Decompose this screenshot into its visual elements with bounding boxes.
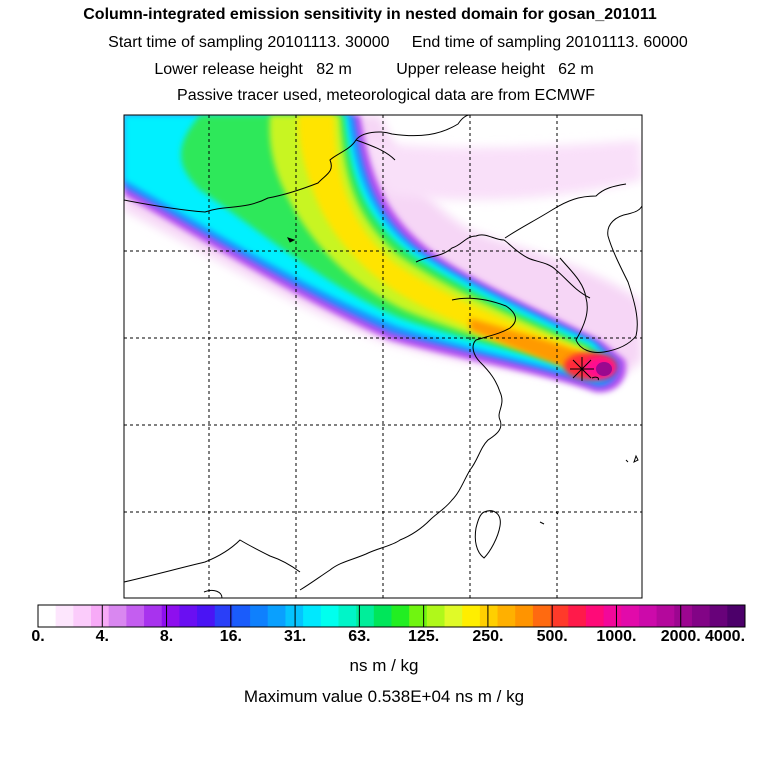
tracer-info-subtitle: Passive tracer used, meteorological data… bbox=[177, 87, 595, 104]
colorbar-tick-label: 0. bbox=[31, 628, 45, 645]
release-height-subtitle: Lower release height 82 m Upper release … bbox=[154, 61, 594, 78]
colorbar-cell bbox=[497, 605, 516, 627]
colorbar-cell bbox=[479, 605, 499, 627]
colorbar-cell bbox=[656, 605, 675, 627]
colorbar-cell bbox=[55, 605, 74, 627]
colorbar-cell bbox=[409, 605, 428, 627]
colorbar-cell bbox=[197, 605, 216, 627]
coastlines bbox=[124, 115, 642, 598]
colorbar-tick-label: 1000. bbox=[596, 628, 637, 645]
colorbar-tick-label: 31. bbox=[283, 628, 307, 645]
colorbar-cell bbox=[709, 605, 728, 627]
receptor-star-marker bbox=[570, 357, 594, 381]
jeju bbox=[591, 376, 599, 381]
colorbar-cell bbox=[674, 605, 693, 627]
colorbar-cell bbox=[285, 605, 304, 627]
colorbar-cell bbox=[515, 605, 534, 627]
colorbar-cell bbox=[585, 605, 605, 627]
colorbar-cell bbox=[38, 605, 57, 627]
colorbar-tick-label: 4. bbox=[95, 628, 109, 645]
colorbar-cell bbox=[161, 605, 180, 627]
colorbar-tick-label: 125. bbox=[408, 628, 440, 645]
colorbar-tick-label: 500. bbox=[536, 628, 568, 645]
colorbar-cell bbox=[267, 605, 286, 627]
border-korea-china bbox=[504, 183, 627, 239]
colorbar-cell bbox=[126, 605, 145, 627]
colorbar-cells bbox=[38, 605, 746, 627]
colorbar-cell bbox=[444, 605, 463, 627]
island-small-2 bbox=[625, 459, 629, 463]
sampling-time-subtitle: Start time of sampling 20101113. 30000 E… bbox=[108, 34, 688, 51]
island-small-3 bbox=[539, 521, 545, 525]
colorbar-frame bbox=[37, 604, 746, 628]
colorbar-cell bbox=[214, 605, 233, 627]
border-northeast bbox=[355, 139, 396, 161]
colorbar-cell bbox=[568, 605, 587, 627]
taiwan bbox=[474, 510, 501, 559]
lake bbox=[287, 237, 296, 243]
colorbar-cell bbox=[144, 605, 163, 627]
colorbar-cell bbox=[338, 605, 357, 627]
island-small-1 bbox=[633, 454, 639, 463]
colorbar-cell bbox=[320, 605, 339, 627]
chart-title: Column-integrated emission sensitivity i… bbox=[83, 6, 657, 23]
colorbar-units: ns m / kg bbox=[349, 656, 419, 675]
colorbar-cell bbox=[691, 605, 711, 627]
colorbar-tick-label: 2000. bbox=[660, 628, 701, 645]
colorbar-cell bbox=[462, 605, 481, 627]
colorbar-dividers bbox=[101, 605, 682, 627]
colorbar-cell bbox=[91, 605, 110, 627]
colorbar-cell bbox=[532, 605, 552, 627]
coast-shandong bbox=[451, 297, 516, 363]
colorbar-cell bbox=[638, 605, 658, 627]
colorbar-tick-label: 63. bbox=[348, 628, 371, 645]
coast-korea bbox=[559, 205, 642, 353]
colorbar-cell bbox=[303, 605, 322, 627]
colorbar-cell bbox=[727, 605, 746, 627]
maximum-value-text: Maximum value 0.538E+04 ns m / kg bbox=[243, 687, 525, 706]
colorbar-tick-label: 250. bbox=[472, 628, 504, 645]
colorbar-cell bbox=[73, 605, 92, 627]
colorbar-cell bbox=[250, 605, 269, 627]
plume-core bbox=[596, 362, 612, 376]
colorbar-cell bbox=[391, 605, 410, 627]
colorbar-cell bbox=[108, 605, 127, 627]
border-mongolia bbox=[124, 115, 471, 213]
coast-china-east bbox=[299, 361, 503, 591]
coast-china-south bbox=[124, 539, 301, 583]
colorbar-cell bbox=[621, 605, 640, 627]
plume-yellow bbox=[298, 115, 590, 366]
colorbar-cell bbox=[232, 605, 251, 627]
colorbar-cell bbox=[356, 605, 375, 627]
gridlines bbox=[124, 115, 642, 598]
coast-bohai bbox=[415, 234, 591, 299]
hainan bbox=[203, 589, 223, 598]
colorbar-tick-label: 16. bbox=[219, 628, 242, 645]
colorbar-cell bbox=[603, 605, 622, 627]
colorbar-cell bbox=[179, 605, 198, 627]
colorbar-cell bbox=[426, 605, 446, 627]
map-frame bbox=[123, 114, 643, 599]
colorbar-cell bbox=[373, 605, 392, 627]
colorbar-tick-label: 8. bbox=[159, 628, 174, 645]
colorbar-tick-label: 4000. bbox=[704, 628, 746, 645]
plume-halo-east bbox=[360, 140, 642, 200]
colorbar-cell bbox=[550, 605, 569, 627]
